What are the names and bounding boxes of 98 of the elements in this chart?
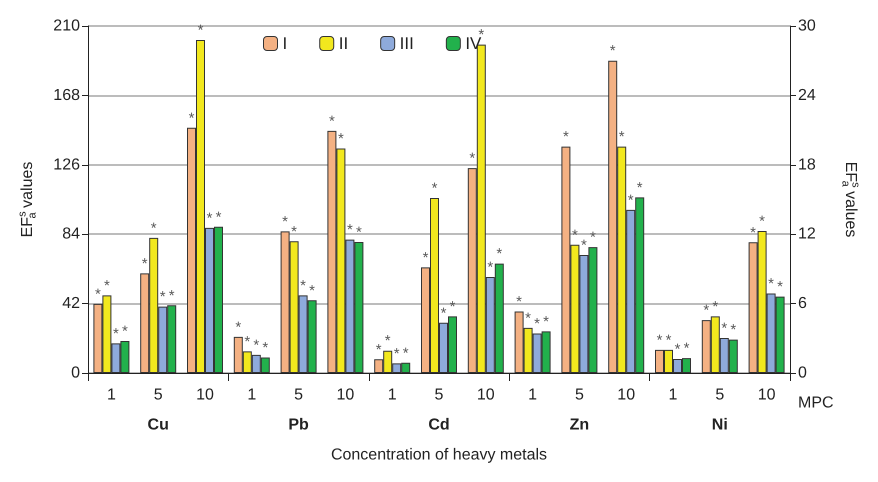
- data-label: *: [94, 286, 101, 303]
- data-label: *: [543, 313, 550, 330]
- x-tick-label: 5: [715, 386, 724, 404]
- data-label: *: [384, 332, 391, 350]
- data-label: *: [656, 332, 663, 349]
- data-label: *: [394, 345, 400, 362]
- data-label: *: [262, 339, 268, 356]
- data-label: *: [777, 278, 784, 296]
- data-label: *: [328, 112, 335, 130]
- data-label: *: [188, 110, 195, 127]
- data-label: *: [768, 276, 774, 293]
- data-label: *: [432, 180, 438, 198]
- data-label: *: [168, 287, 175, 304]
- data-label: *: [750, 224, 756, 242]
- y2-tick-label: 18: [798, 156, 816, 174]
- text: Zn: [570, 416, 590, 434]
- data-label: *: [142, 255, 148, 272]
- data-label: *: [206, 210, 213, 227]
- data-label: *: [346, 222, 353, 239]
- x-tick-label: 1: [528, 386, 538, 404]
- data-label: *: [666, 332, 672, 349]
- y-tick-label: 84: [62, 226, 80, 243]
- y2-tick-label: 12: [798, 226, 816, 243]
- data-label: *: [235, 318, 242, 336]
- y-tick-label: 168: [53, 86, 80, 104]
- data-label: *: [160, 288, 166, 306]
- data-label: *: [610, 42, 616, 60]
- legend-label: II: [338, 34, 348, 53]
- data-label: *: [376, 341, 382, 358]
- legend-label: I: [282, 34, 288, 53]
- y-tick-label: 0: [71, 364, 80, 382]
- data-label: *: [309, 282, 316, 300]
- x-tick-label: 1: [247, 386, 256, 404]
- y-tick-label: 42: [62, 295, 80, 312]
- y-tick-label: 210: [53, 18, 80, 34]
- data-label: *: [684, 340, 690, 358]
- data-label: *: [562, 128, 569, 146]
- text: Cu: [148, 416, 169, 434]
- data-label: *: [291, 223, 298, 240]
- data-label: *: [440, 304, 447, 322]
- y2-tick-label: 24: [798, 86, 816, 104]
- text: MPC: [798, 394, 834, 412]
- data-label: *: [572, 226, 578, 244]
- y2-tick-label: 0: [798, 364, 807, 382]
- data-label: *: [730, 322, 736, 339]
- data-label: *: [216, 208, 222, 226]
- y-axis-title: EFsa values: [16, 162, 38, 238]
- legend-label: III: [400, 34, 414, 53]
- data-label: *: [703, 302, 710, 320]
- x-tick-label: 1: [668, 386, 678, 404]
- data-label: *: [636, 179, 643, 196]
- data-label: *: [580, 237, 587, 254]
- data-label: *: [338, 130, 344, 148]
- x-tick-label: 1: [388, 386, 397, 404]
- y2-tick-label: 30: [798, 18, 816, 34]
- data-label: *: [674, 340, 681, 358]
- data-label: *: [244, 333, 250, 350]
- x-tick-label: 10: [617, 386, 636, 404]
- x-axis-title: Concentration of heavy metals: [330, 446, 548, 464]
- text: Ni: [712, 416, 728, 434]
- data-label: *: [198, 22, 204, 40]
- y2-tick-label: 6: [798, 295, 807, 312]
- data-label: *: [534, 316, 540, 333]
- data-label: *: [469, 150, 476, 168]
- data-label: *: [496, 246, 502, 263]
- y-tick-label: 126: [53, 156, 80, 174]
- x-tick-label: 10: [758, 386, 776, 404]
- data-label: *: [618, 128, 625, 146]
- x-tick-label: 10: [476, 386, 495, 404]
- data-label: *: [628, 192, 634, 209]
- x-tick-label: 1: [106, 386, 116, 404]
- data-label: *: [150, 220, 157, 237]
- text: Cd: [428, 416, 450, 434]
- data-label: *: [487, 258, 494, 276]
- data-label: *: [122, 322, 128, 340]
- data-label: *: [759, 213, 766, 230]
- data-label: *: [525, 310, 532, 327]
- data-label: *: [112, 325, 119, 342]
- x-tick-label: 10: [336, 386, 354, 404]
- x-tick-label: 5: [574, 386, 584, 404]
- data-label: *: [516, 294, 522, 311]
- data-label: *: [590, 229, 596, 246]
- data-label: *: [721, 320, 728, 337]
- data-label: *: [104, 277, 110, 294]
- x-tick-label: 5: [434, 386, 444, 404]
- data-label: *: [402, 344, 409, 362]
- data-label: *: [282, 213, 288, 230]
- text: Pb: [288, 416, 310, 434]
- data-label: *: [422, 249, 429, 266]
- data-label: *: [356, 224, 362, 241]
- data-label: *: [253, 336, 260, 354]
- x-tick-label: 10: [196, 386, 214, 404]
- y2-axis-title: EFsa values: [840, 162, 862, 238]
- data-label: *: [712, 298, 718, 316]
- x-tick-label: 5: [154, 386, 163, 404]
- data-label: *: [300, 277, 306, 294]
- x-tick-label: 5: [294, 386, 304, 404]
- data-label: *: [450, 298, 456, 316]
